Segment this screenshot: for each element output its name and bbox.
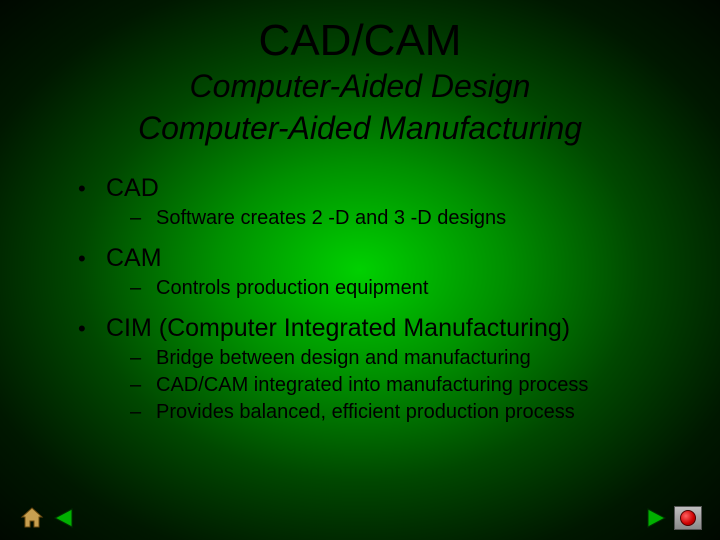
sub-bullet-label: Controls production equipment [156, 277, 428, 300]
bullet-marker: • [78, 246, 106, 272]
nav-right-group [642, 506, 702, 530]
home-button[interactable] [18, 506, 46, 530]
nav-left-group [18, 506, 78, 530]
record-icon [680, 510, 696, 526]
home-icon [20, 507, 44, 529]
sub-bullet-marker: – [130, 207, 156, 230]
slide-subtitle-line1: Computer-Aided Design [0, 68, 720, 106]
sub-bullet-marker: – [130, 277, 156, 300]
slide-subtitle-line2: Computer-Aided Manufacturing [0, 110, 720, 148]
bullet-item: • CIM (Computer Integrated Manufacturing… [78, 314, 720, 343]
slide-header: CAD/CAM Computer-Aided Design Computer-A… [0, 0, 720, 148]
nav-bar [0, 500, 720, 530]
sub-bullet-marker: – [130, 374, 156, 397]
sub-bullet-item: – Controls production equipment [130, 277, 720, 300]
sub-bullet-label: Software creates 2 -D and 3 -D designs [156, 207, 506, 230]
sub-bullet-label: Provides balanced, efficient production … [156, 401, 575, 424]
bullet-label: CIM (Computer Integrated Manufacturing) [106, 314, 570, 343]
bullet-item: • CAM [78, 244, 720, 273]
triangle-left-icon [52, 507, 76, 529]
triangle-right-icon [644, 507, 668, 529]
sub-bullet-marker: – [130, 401, 156, 424]
sub-bullet-label: Bridge between design and manufacturing [156, 347, 531, 370]
slide-body: • CAD – Software creates 2 -D and 3 -D d… [78, 174, 720, 424]
bullet-marker: • [78, 316, 106, 342]
sub-bullet-item: – Software creates 2 -D and 3 -D designs [130, 207, 720, 230]
record-button[interactable] [674, 506, 702, 530]
bullet-label: CAM [106, 244, 162, 273]
sub-bullet-item: – CAD/CAM integrated into manufacturing … [130, 374, 720, 397]
bullet-item: • CAD [78, 174, 720, 203]
slide-title: CAD/CAM [0, 18, 720, 64]
sub-bullet-item: – Provides balanced, efficient productio… [130, 401, 720, 424]
bullet-label: CAD [106, 174, 159, 203]
sub-bullet-marker: – [130, 347, 156, 370]
bullet-marker: • [78, 176, 106, 202]
sub-bullet-item: – Bridge between design and manufacturin… [130, 347, 720, 370]
next-button[interactable] [642, 506, 670, 530]
sub-bullet-label: CAD/CAM integrated into manufacturing pr… [156, 374, 588, 397]
prev-button[interactable] [50, 506, 78, 530]
